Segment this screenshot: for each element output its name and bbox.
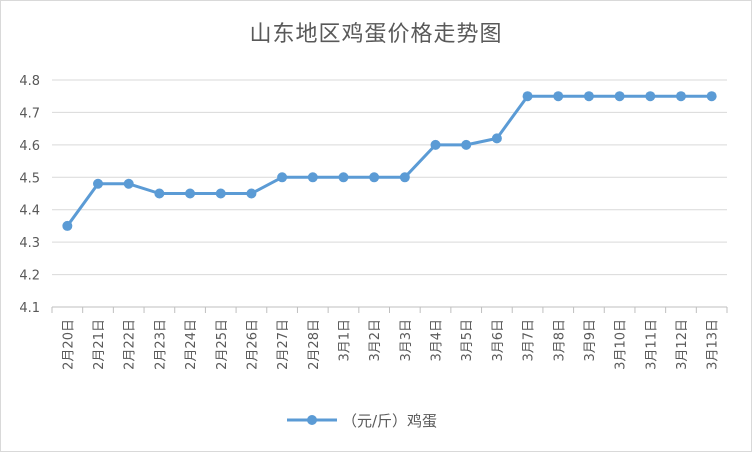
x-tick-label: 2月28日 (307, 319, 322, 370)
x-tick-label: 2月27日 (276, 319, 291, 370)
x-tick-label: 3月6日 (491, 319, 506, 362)
x-tick-label: 3月10日 (614, 319, 629, 370)
x-tick-label: 2月26日 (245, 319, 260, 370)
x-tick-label: 2月20日 (61, 319, 76, 370)
x-tick-label: 2月22日 (123, 319, 138, 370)
x-tick-label: 2月25日 (215, 319, 230, 370)
x-tick-label: 3月4日 (430, 319, 445, 362)
legend-dot-marker (307, 415, 317, 425)
x-tick-label: 3月2日 (368, 319, 383, 362)
data-point (645, 91, 656, 102)
series-eggs (62, 91, 717, 231)
legend-label: （元/斤）鸡蛋 (342, 412, 437, 430)
data-point (338, 172, 349, 183)
legend: （元/斤）鸡蛋 (287, 412, 437, 430)
y-tick-label: 4.3 (19, 236, 40, 251)
gridlines (52, 79, 727, 276)
y-tick-label: 4.7 (19, 106, 40, 121)
data-point (706, 91, 717, 102)
x-tick-label: 2月23日 (153, 319, 168, 370)
data-point (553, 91, 564, 102)
x-tick-label: 3月11日 (644, 319, 659, 370)
y-tick-label: 4.6 (19, 139, 40, 154)
data-point (522, 91, 533, 102)
x-tick-label: 3月7日 (522, 319, 537, 362)
x-tick-label: 3月8日 (552, 319, 567, 362)
chart-title: 山东地区鸡蛋价格走势图 (249, 22, 503, 47)
x-tick-label: 3月12日 (675, 319, 690, 370)
data-point (430, 139, 441, 150)
x-axis: 2月20日 2月21日 2月22日 2月23日 2月24日 2月25日 2月26日 2月27日… (51, 306, 728, 370)
data-point (215, 188, 226, 199)
data-point (123, 178, 134, 189)
y-tick-label: 4.8 (19, 74, 40, 89)
data-point (614, 91, 625, 102)
data-point (583, 91, 594, 102)
data-point (369, 172, 380, 183)
data-point (675, 91, 686, 102)
data-point (399, 172, 410, 183)
data-point (277, 172, 288, 183)
data-point (461, 139, 472, 150)
data-point (93, 178, 104, 189)
data-point (185, 188, 196, 199)
y-tick-label: 4.4 (19, 204, 40, 219)
x-tick-label: 3月13日 (706, 319, 721, 370)
x-tick-label: 2月24日 (184, 319, 199, 370)
x-tick-label: 3月9日 (583, 319, 598, 362)
y-tick-label: 4.1 (19, 301, 40, 316)
data-point (491, 133, 502, 144)
data-point (307, 172, 318, 183)
series-line (66, 94, 712, 227)
y-axis-ticks: 4.1 4.2 4.3 4.4 4.5 4.6 4.7 4.8 (19, 74, 40, 316)
x-tick-label: 3月1日 (337, 319, 352, 362)
y-tick-label: 4.5 (19, 171, 40, 186)
data-point (62, 220, 73, 231)
y-tick-label: 4.2 (19, 269, 40, 284)
data-point (246, 188, 257, 199)
x-tick-label: 3月3日 (399, 319, 414, 362)
x-tick-label: 2月21日 (92, 319, 107, 370)
data-point (154, 188, 165, 199)
x-tick-label: 3月5日 (460, 319, 475, 362)
